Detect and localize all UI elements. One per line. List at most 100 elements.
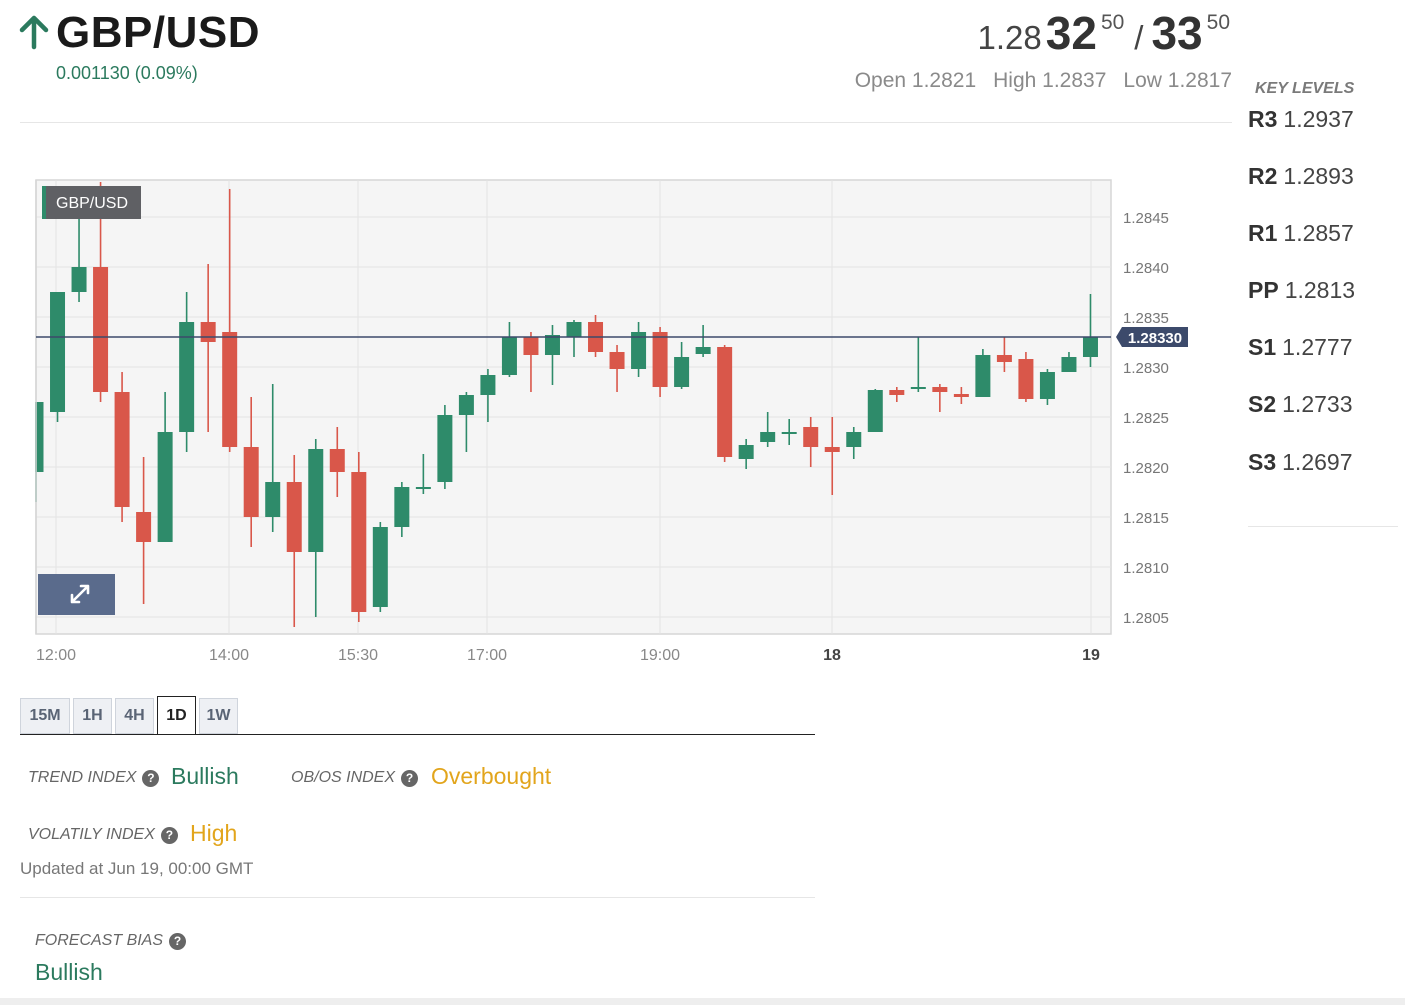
bid-price-big: 32 (1045, 7, 1097, 59)
key-level-label: PP (1248, 277, 1279, 303)
candle-body (695, 347, 711, 354)
candle-body (458, 395, 474, 415)
key-level-r2: R2 1.2893 (1248, 163, 1354, 190)
candle-body (846, 432, 862, 447)
tab-4h[interactable]: 4H (115, 698, 154, 734)
y-tick-label: 1.2835 (1123, 310, 1169, 327)
expand-chart-button[interactable] (38, 574, 115, 615)
symbol-badge-accent (42, 186, 46, 219)
y-tick-label: 1.2845 (1123, 210, 1169, 227)
price-chart[interactable]: 1.2845 1.2840 1.2835 1.2830 1.2825 1.2820 1.28… (0, 170, 1240, 670)
candle-body (437, 415, 453, 482)
candle-body (501, 337, 517, 375)
obos-index-text: OB/OS INDEX (291, 769, 396, 786)
candle-body (738, 445, 754, 459)
candle-body (93, 267, 109, 392)
key-level-value: 1.2857 (1283, 220, 1354, 246)
candle-body (544, 335, 560, 355)
candle-body (372, 527, 388, 607)
bid-price-sup: 50 (1100, 11, 1125, 34)
tab-1d[interactable]: 1D (157, 696, 196, 734)
current-price-badge (1116, 327, 1188, 347)
price-change: 0.001130 (0.09%) (56, 63, 198, 83)
key-level-label: R2 (1248, 163, 1278, 189)
volatility-index-value: High (190, 820, 238, 846)
trend-index-label: TREND INDEX ? (28, 769, 160, 787)
pair-title: GBP/USD (56, 8, 260, 57)
candle-body (566, 322, 582, 337)
header-divider (20, 122, 1232, 123)
candle-body (50, 292, 66, 412)
candle-body (1018, 359, 1034, 399)
candle-body (889, 390, 905, 395)
key-levels-divider (1248, 526, 1398, 527)
candle-body (631, 332, 647, 369)
tab-1w[interactable]: 1W (199, 698, 238, 734)
candle-body (953, 394, 969, 397)
candle-body (200, 322, 216, 342)
key-level-value: 1.2893 (1283, 163, 1354, 189)
key-level-value: 1.2777 (1282, 334, 1353, 360)
candle-body (243, 447, 259, 517)
y-tick-label: 1.2815 (1123, 510, 1169, 527)
key-level-value: 1.2937 (1283, 106, 1354, 132)
key-level-s1: S1 1.2777 (1248, 334, 1353, 361)
high-price: High 1.2837 (993, 69, 1107, 92)
candle-body (265, 482, 281, 517)
y-tick-label: 1.2810 (1123, 560, 1169, 577)
candle-body (329, 449, 345, 472)
ask-price-sup: 50 (1206, 11, 1230, 34)
candle-body (308, 449, 324, 552)
key-level-label: S3 (1248, 449, 1277, 475)
y-tick-label: 1.2830 (1123, 360, 1169, 377)
candle-body (803, 427, 819, 447)
candle-body (717, 347, 733, 457)
help-icon[interactable]: ? (401, 769, 419, 787)
help-icon[interactable]: ? (142, 769, 160, 787)
candle-body (824, 447, 840, 452)
candle-body (932, 387, 948, 392)
trend-index-text: TREND INDEX (28, 769, 137, 786)
candle-body (286, 482, 302, 552)
expand-icon[interactable] (70, 584, 90, 604)
key-level-r3: R3 1.2937 (1248, 106, 1354, 133)
candle-body (351, 472, 367, 612)
help-icon[interactable]: ? (160, 826, 178, 844)
key-level-label: S1 (1248, 334, 1277, 360)
candle-body (1039, 372, 1055, 399)
candle-body (975, 355, 991, 397)
arrow-up-icon (19, 15, 49, 50)
candle-body (1082, 337, 1098, 357)
candle-body (867, 390, 883, 432)
help-icon[interactable]: ? (169, 932, 187, 950)
symbol-badge (42, 186, 141, 219)
obos-index-label: OB/OS INDEX ? (291, 769, 419, 787)
candle-body (996, 355, 1012, 362)
page-bottom-bar (0, 998, 1405, 1005)
x-tick-label: 12:00 (36, 647, 76, 664)
y-tick-label: 1.2825 (1123, 410, 1169, 427)
candle-body (781, 432, 797, 434)
key-level-label: R1 (1248, 220, 1278, 246)
x-tick-label: 17:00 (467, 647, 507, 664)
key-level-label: S2 (1248, 391, 1277, 417)
forecast-bias-label: FORECAST BIAS ? (35, 932, 187, 950)
chart-left-mask (0, 170, 35, 670)
candle-body (222, 332, 238, 447)
candle-body (609, 352, 625, 369)
key-level-s3: S3 1.2697 (1248, 449, 1353, 476)
candle-body (674, 357, 690, 387)
key-level-value: 1.2813 (1284, 277, 1356, 303)
candle-body (71, 267, 87, 292)
candle-body (415, 487, 431, 489)
forecast-bias-value: Bullish (35, 959, 103, 985)
key-level-value: 1.2733 (1282, 391, 1353, 417)
tab-1h[interactable]: 1H (73, 698, 112, 734)
key-level-s2: S2 1.2733 (1248, 391, 1353, 418)
obos-index-value: Overbought (431, 763, 552, 789)
candle-body (136, 512, 152, 542)
tab-15m[interactable]: 15M (20, 698, 70, 734)
candle-body (523, 337, 539, 355)
candle-body (157, 432, 173, 542)
key-level-value: 1.2697 (1282, 449, 1353, 475)
